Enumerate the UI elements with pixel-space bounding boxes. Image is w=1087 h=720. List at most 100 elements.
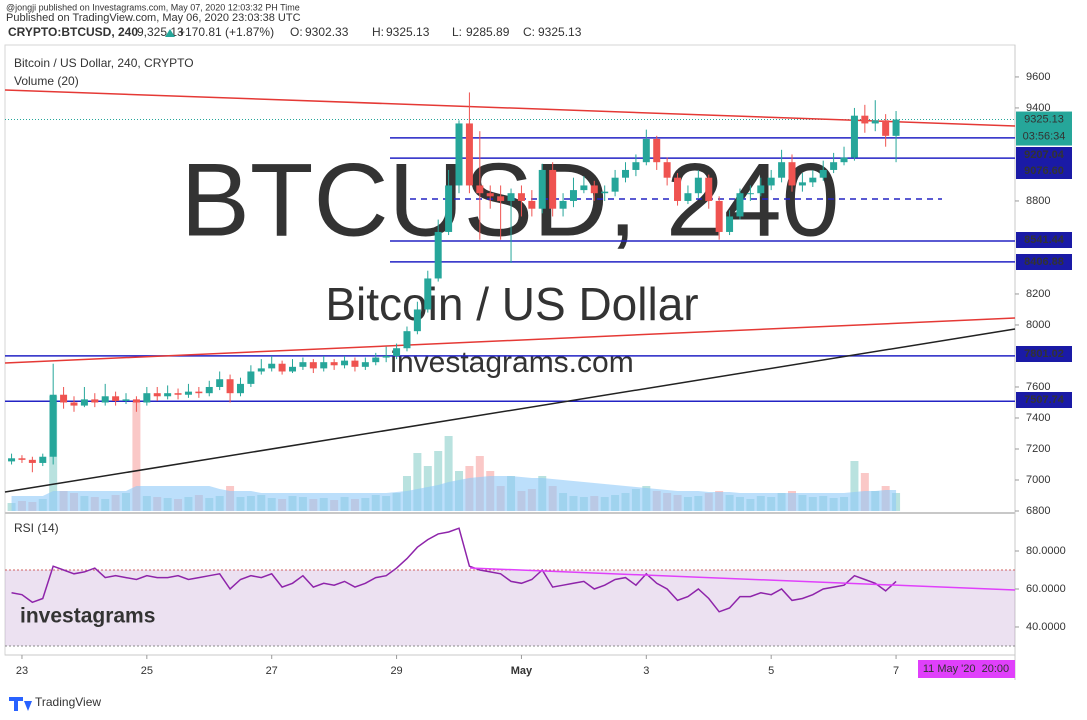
legend-key: L: <box>452 25 462 39</box>
candle-body <box>549 169 557 209</box>
trendline <box>4 89 1016 127</box>
candle-body <box>601 191 609 194</box>
level-label: 8541.44 <box>1024 234 1065 246</box>
volume-bar <box>132 401 141 511</box>
candle-body <box>49 394 57 457</box>
candle-body <box>393 348 401 356</box>
crosshair-label: 11 May '20 20:00 <box>923 663 1009 675</box>
candle-body <box>538 169 546 209</box>
candle-body <box>299 362 307 367</box>
candle-body <box>861 115 869 124</box>
trendline <box>4 328 1016 493</box>
chart-title: Bitcoin / US Dollar, 240, CRYPTO <box>14 56 194 70</box>
volume-bar <box>434 451 443 511</box>
publish-note: @jongji published on Investagrams.com, M… <box>6 2 300 12</box>
candle-body <box>382 355 390 358</box>
candle-body <box>819 169 827 178</box>
candle-body <box>112 396 120 401</box>
volume-bar <box>444 436 453 511</box>
candle-body <box>60 394 68 403</box>
legend-key: C: <box>523 25 535 39</box>
watermark: Bitcoin / US Dollar <box>325 278 698 330</box>
y-tick-label: 8000 <box>1026 319 1050 331</box>
legend-key: H: <box>372 25 384 39</box>
candle-body <box>403 331 411 349</box>
symbol: CRYPTO:BTCUSD, 240 <box>8 25 138 39</box>
level-label: 7801.02 <box>1024 348 1064 360</box>
rsi-title: RSI (14) <box>14 521 59 535</box>
level-box <box>1016 346 1072 362</box>
candle-body <box>80 399 88 406</box>
candle-body <box>330 362 338 366</box>
candle-body <box>715 200 723 232</box>
volume-ma <box>11 476 897 511</box>
candle-body <box>268 363 276 369</box>
candle-body <box>622 169 630 178</box>
candle-body <box>184 391 192 395</box>
level-label: 9076.60 <box>1024 165 1064 177</box>
level-label: 7507.74 <box>1024 394 1065 406</box>
legend-value: 9302.33 <box>305 25 349 39</box>
candle-body <box>871 120 879 124</box>
last-price-label: 9325.13 <box>1024 113 1064 125</box>
candle-body <box>143 393 151 403</box>
x-tick-label: May <box>511 665 533 677</box>
candle-body <box>226 379 234 394</box>
candle-body <box>736 193 744 217</box>
candle-body <box>778 162 786 178</box>
candle-body <box>445 185 453 232</box>
level-label: 9207.04 <box>1024 149 1065 161</box>
x-tick-label: 23 <box>16 665 28 677</box>
candle-body <box>507 193 515 201</box>
candle-body <box>424 278 432 310</box>
candle-body <box>164 393 172 397</box>
logo: investagrams <box>20 605 155 628</box>
legend-value: 9285.89 <box>466 25 510 39</box>
candle-body <box>850 115 858 158</box>
candle-body <box>18 458 26 460</box>
level-label: 8406.88 <box>1024 256 1064 268</box>
candle-body <box>236 383 244 394</box>
candle-body <box>122 399 130 401</box>
candle-body <box>569 190 577 201</box>
legend-key: O: <box>290 25 303 39</box>
candle-body <box>798 182 806 186</box>
x-tick-label: 3 <box>643 665 649 677</box>
x-tick-label: 29 <box>390 665 402 677</box>
axis-layer: 9600 9400 8800 8200 8000 7600 7400 7200 7000 6800… <box>16 71 1072 678</box>
candle-body <box>247 371 255 384</box>
candle-body <box>70 402 78 406</box>
candle-body <box>455 123 463 186</box>
candle-body <box>153 393 161 397</box>
rsi-trendline <box>469 567 1016 591</box>
rsi-line <box>11 527 897 613</box>
volume-bar <box>850 461 859 511</box>
last-price-box <box>1016 111 1072 146</box>
candle-body <box>642 138 650 163</box>
candle-body <box>132 399 140 403</box>
candle-body <box>8 458 16 462</box>
x-tick-label: 27 <box>266 665 278 677</box>
candle-body <box>705 177 713 201</box>
candle-body <box>278 363 286 372</box>
volume-bar <box>413 453 422 511</box>
candle-body <box>351 360 359 367</box>
candle-body <box>195 391 203 394</box>
watermark: investagrams.com <box>390 346 633 379</box>
rsi-tick-label: 60.0000 <box>1026 583 1066 595</box>
candle-body <box>528 200 536 209</box>
candle-body <box>726 216 734 232</box>
candle-body <box>767 177 775 186</box>
candle-body <box>486 193 494 197</box>
candle-layer <box>8 92 900 473</box>
x-tick-label: 7 <box>893 665 899 677</box>
candle-body <box>320 362 328 369</box>
y-tick-label: 8200 <box>1026 288 1050 300</box>
trendline <box>4 317 1016 364</box>
candle-body <box>289 366 297 372</box>
candle-body <box>757 185 765 194</box>
candle-body <box>101 396 109 403</box>
candle-body <box>892 119 900 136</box>
y-tick-label: 6800 <box>1026 505 1050 517</box>
candle-body <box>174 393 182 395</box>
